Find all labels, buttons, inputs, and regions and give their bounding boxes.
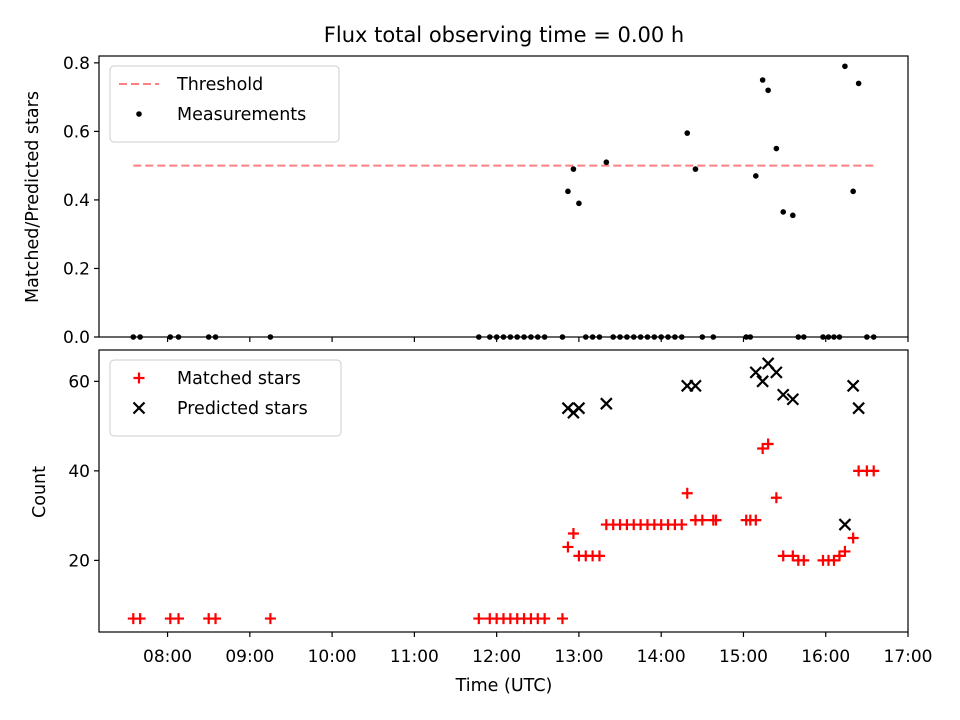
matched-star-point — [593, 550, 605, 562]
ratio-y-axis-label: Matched/Predicted stars — [23, 91, 43, 303]
legend-label: Matched stars — [177, 369, 301, 389]
matched-star-point — [798, 554, 810, 566]
predicted-star-point — [689, 379, 702, 393]
predicted-star-point — [600, 397, 613, 410]
legend-box — [109, 359, 342, 437]
ratio-ytick-label: 0.2 — [63, 259, 90, 279]
measurement-point — [780, 209, 787, 215]
predicted-star-point — [749, 366, 763, 379]
matched-star-point — [762, 438, 774, 450]
predicted-star-point — [572, 401, 586, 415]
matched-star-point — [868, 465, 880, 477]
xtick-label: 12:00 — [472, 647, 521, 667]
count-ytick-label: 20 — [68, 551, 90, 571]
measurement-point — [773, 145, 780, 152]
count-ytick-label: 60 — [68, 372, 90, 392]
predicted-star-point — [786, 392, 800, 406]
xtick-label: 16:00 — [801, 647, 850, 667]
measurement-point — [842, 63, 848, 70]
count-ytick-label: 40 — [68, 462, 90, 482]
predicted-star-point — [776, 388, 790, 402]
measurement-point — [850, 188, 856, 195]
xtick-label: 11:00 — [390, 647, 439, 667]
matched-star-point — [750, 514, 762, 526]
measurement-point — [790, 212, 796, 219]
matched-star-point — [696, 514, 708, 526]
ratio-legend: Threshold Measurements — [109, 65, 340, 143]
count-axes-frame — [98, 349, 909, 633]
legend-matched-swatch — [133, 372, 145, 384]
xtick-label: 17:00 — [884, 647, 933, 667]
matched-star-point — [562, 541, 574, 553]
matched-star-point — [770, 492, 782, 504]
predicted-stars-series — [561, 357, 865, 531]
xtick-label: 14:00 — [637, 647, 686, 667]
ratio-ytick-label: 0.0 — [63, 328, 90, 348]
count-y-axis-label: Count — [30, 466, 50, 518]
matched-star-point — [173, 613, 185, 625]
matched-star-point — [676, 519, 688, 531]
predicted-star-point — [846, 379, 860, 393]
measurement-point — [765, 87, 771, 94]
legend-label: Predicted stars — [177, 399, 308, 419]
measurement-point — [752, 173, 759, 179]
matched-star-point — [777, 550, 789, 562]
xtick-label: 13:00 — [554, 647, 603, 667]
measurement-point — [759, 77, 766, 83]
ratio-panel: 0.0 0.2 0.4 0.6 0.8 Threshold Measurements — [63, 54, 909, 348]
legend-predicted-swatch — [132, 401, 146, 415]
matched-stars-series — [127, 438, 880, 625]
xtick-label: 08:00 — [143, 647, 192, 667]
matched-star-point — [839, 545, 851, 557]
legend-label: Threshold — [176, 75, 263, 95]
legend-label: Measurements — [177, 105, 306, 125]
matched-star-point — [681, 487, 693, 499]
count-panel: 20 40 60 08:00 09:00 10:00 11:00 12:00 13:00 14:0… — [68, 349, 933, 667]
measurement-point — [692, 166, 699, 172]
xtick-label: 09:00 — [225, 647, 274, 667]
ratio-ytick-label: 0.4 — [63, 191, 90, 211]
x-axis-label: Time (UTC) — [455, 676, 553, 696]
predicted-star-point — [838, 518, 852, 531]
predicted-star-point — [852, 401, 865, 415]
measurement-point — [570, 166, 577, 172]
legend-box — [109, 65, 340, 143]
matched-star-point — [710, 514, 722, 526]
matched-star-point — [556, 613, 568, 625]
predicted-star-point — [756, 375, 769, 388]
matched-star-point — [847, 532, 859, 544]
measurement-point — [603, 159, 610, 166]
matched-star-point — [210, 613, 222, 625]
matched-star-point — [264, 613, 276, 625]
count-legend: Matched stars Predicted stars — [109, 359, 342, 437]
measurement-point — [565, 188, 571, 195]
measurement-point — [855, 80, 862, 87]
matched-star-point — [473, 613, 485, 625]
measurement-point — [576, 200, 582, 207]
xtick-label: 15:00 — [719, 647, 768, 667]
matched-star-point — [539, 613, 551, 625]
chart-title: Flux total observing time = 0.00 h — [324, 23, 684, 47]
ratio-ytick-label: 0.6 — [63, 122, 90, 142]
ratio-ytick-label: 0.8 — [63, 54, 90, 74]
xtick-label: 10:00 — [308, 647, 357, 667]
predicted-star-point — [770, 366, 783, 379]
matched-star-point — [134, 613, 146, 625]
measurement-point — [684, 130, 691, 136]
ratio-axes-frame — [98, 55, 909, 338]
legend-measurement-swatch — [136, 111, 142, 117]
matched-star-point — [567, 528, 579, 540]
